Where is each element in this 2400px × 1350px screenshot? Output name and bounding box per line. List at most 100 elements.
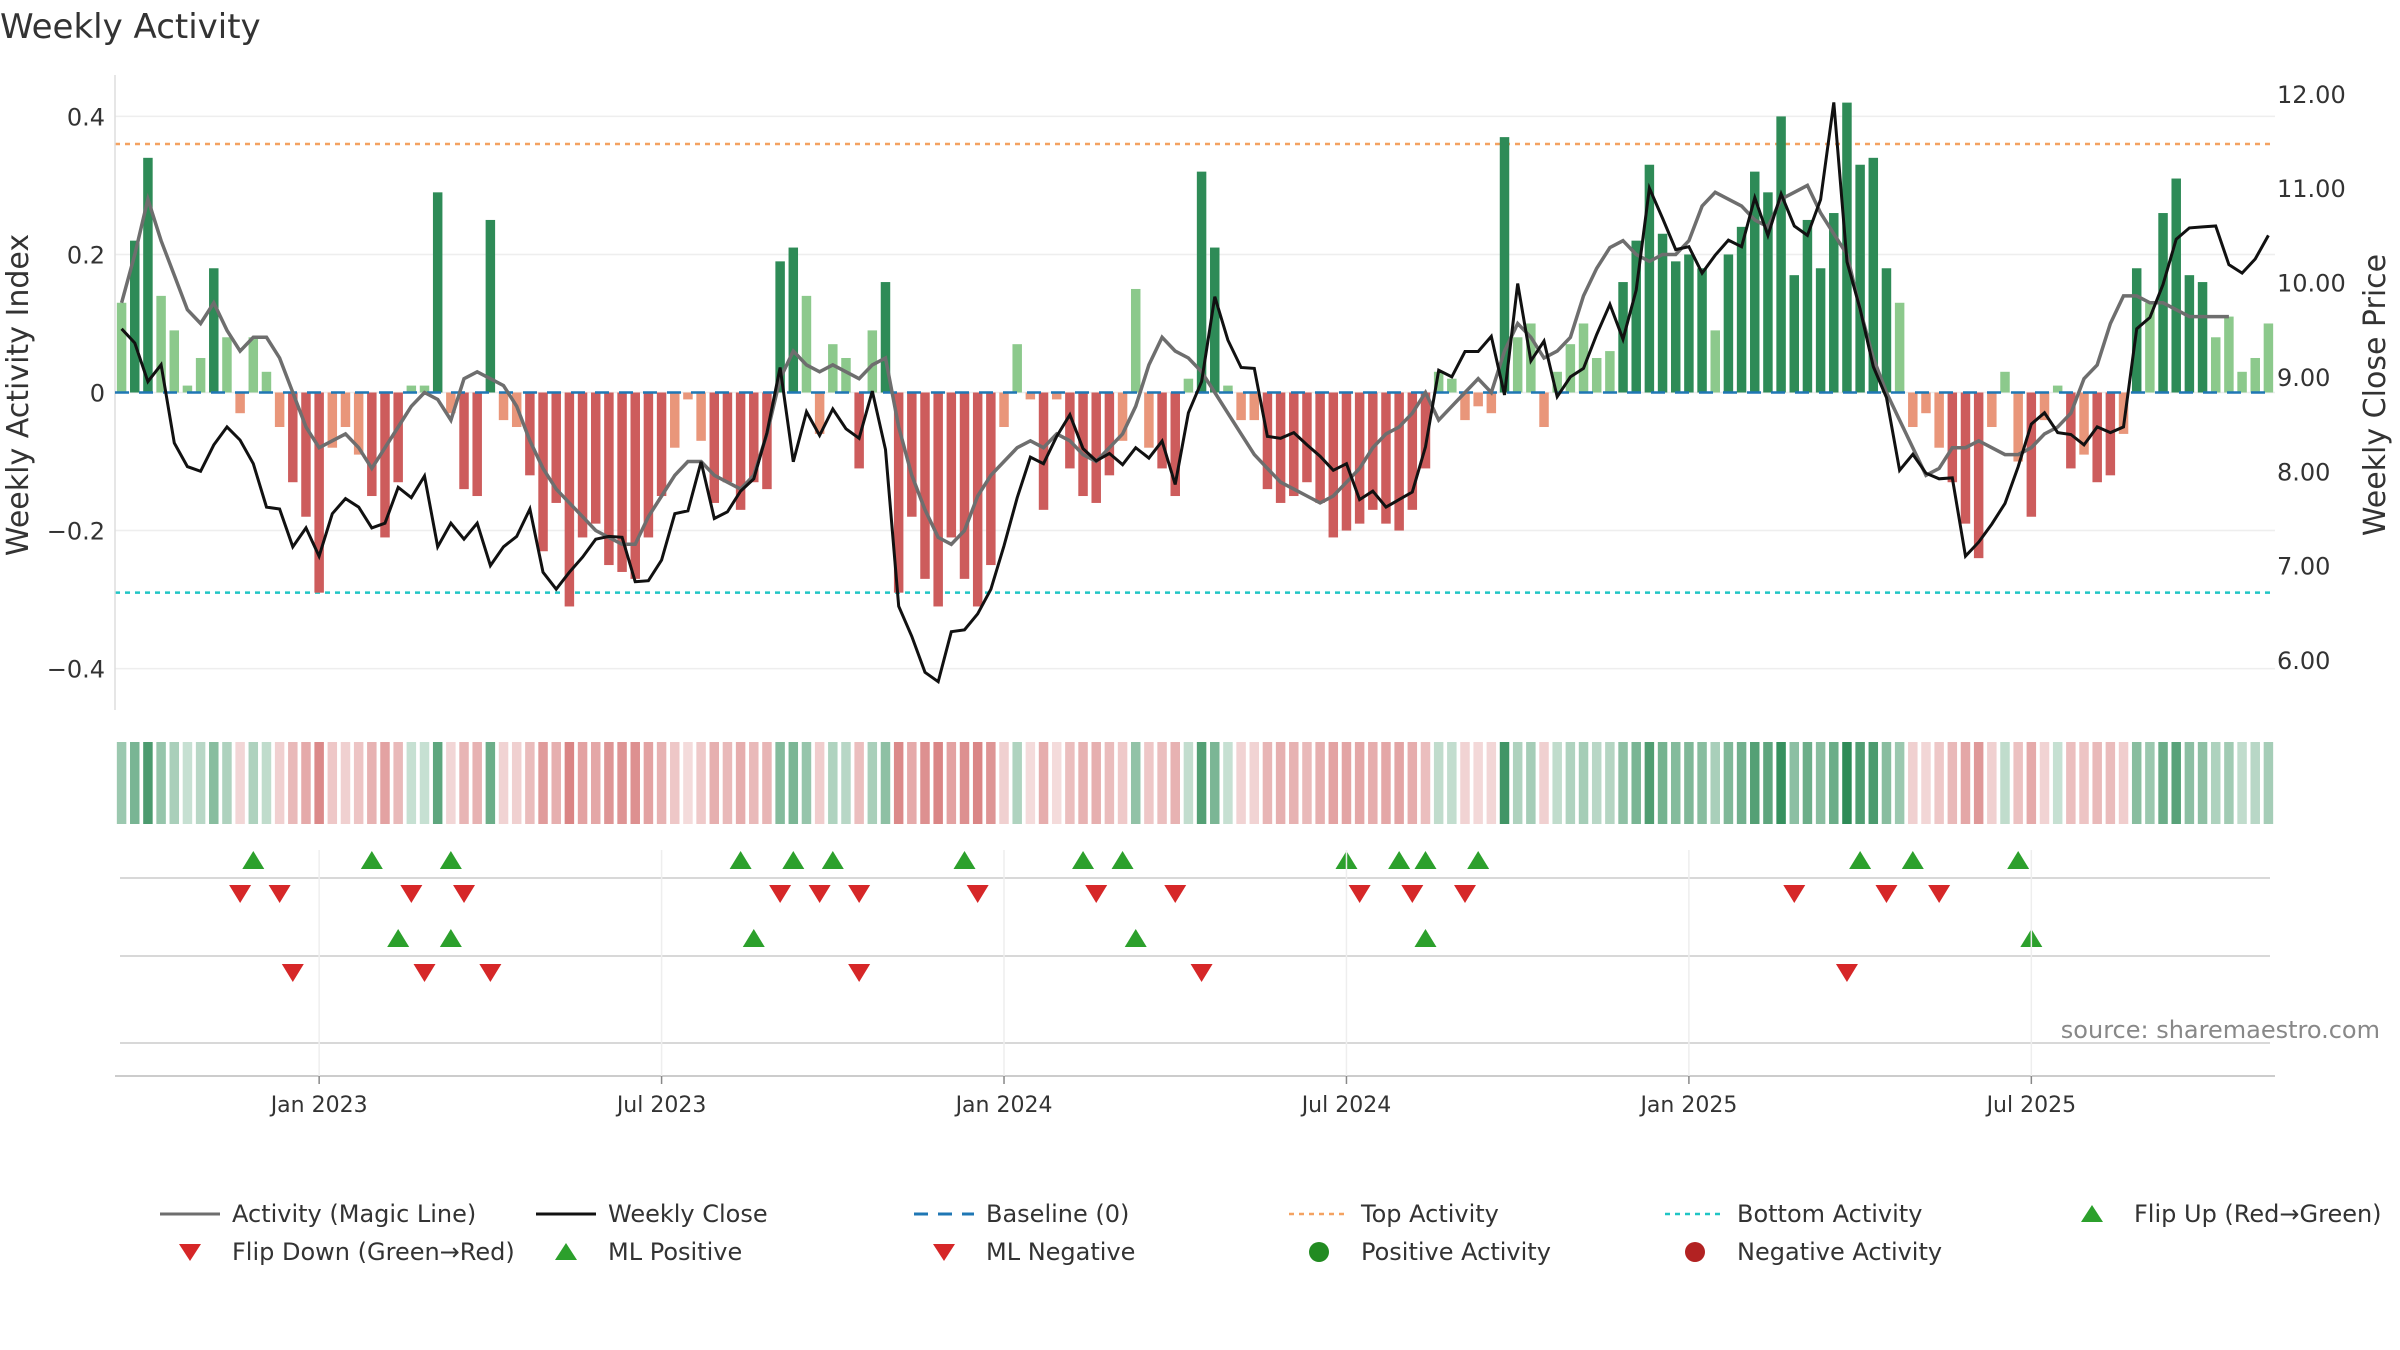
x-axis-ticks: Jan 2023 Jul 2023 Jan 2024 Jul 2024 Jan 2025… [269, 850, 2076, 1118]
activity-bar [1025, 392, 1036, 400]
heat-cell [1578, 742, 1589, 824]
activity-bar [340, 392, 351, 428]
heat-cell [301, 742, 311, 824]
legend-negative-activity: Negative Activity [1665, 1238, 1942, 1266]
legend-label: Flip Down (Green→Red) [232, 1238, 515, 1266]
activity-bar [2079, 392, 2089, 455]
x-tick-label: Jan 2023 [269, 1093, 368, 1118]
legend-top-activity: Top Activity [1289, 1200, 1499, 1228]
activity-bar [1591, 357, 1602, 393]
activity-bar [1012, 344, 1022, 393]
flip-up-marker [2007, 851, 2030, 869]
heat-cell [1394, 742, 1404, 824]
activity-bar [1236, 392, 1246, 421]
activity-bar [1341, 392, 1352, 531]
activity-bar [1512, 337, 1523, 393]
heat-cell [538, 742, 548, 824]
heat-cell [156, 742, 166, 824]
ml-positive-marker [439, 929, 462, 947]
source-note: source: sharemaestro.com [2061, 1016, 2380, 1044]
x-tick-label: Jul 2024 [1300, 1093, 1392, 1118]
heat-cell [2197, 742, 2208, 824]
activity-bar [1249, 392, 1260, 421]
legend-label: ML Positive [608, 1238, 743, 1266]
legend-label: Positive Activity [1361, 1238, 1551, 1266]
activity-bar [1789, 275, 1800, 393]
heat-cell [2145, 742, 2155, 824]
heat-cell [288, 742, 298, 824]
heat-cell [235, 742, 245, 824]
heat-cell [775, 742, 785, 824]
activity-bar [2092, 392, 2102, 483]
activity-bar [1157, 392, 1167, 469]
heat-cell [1684, 742, 1694, 824]
activity-bar [1934, 392, 1944, 448]
heat-cell [1829, 742, 1839, 824]
legend-swatch [536, 1202, 596, 1226]
activity-bar [2224, 316, 2234, 393]
heat-cell [1025, 742, 1036, 824]
activity-bar [1960, 392, 1971, 524]
activity-bar [169, 330, 180, 393]
activity-bar [959, 392, 970, 579]
activity-bar [498, 392, 509, 421]
activity-bar [116, 302, 127, 393]
activity-bar [156, 295, 166, 393]
legend-swatch [536, 1240, 596, 1264]
activity-bar [1539, 392, 1549, 428]
heat-cell [1012, 742, 1022, 824]
heat-cell [1670, 742, 1681, 824]
activity-bar [1262, 392, 1273, 490]
activity-bar [419, 385, 430, 393]
ml-negative-marker [281, 964, 304, 982]
heat-cell [1302, 742, 1312, 824]
y2-tick-label: 12.00 [2277, 81, 2346, 109]
heat-cell [498, 742, 509, 824]
activity-bar [406, 385, 417, 393]
activity-bar [1552, 371, 1562, 393]
activity-bar [841, 357, 851, 393]
activity-bar [2184, 275, 2195, 393]
heat-cell [1275, 742, 1286, 824]
heat-cell [1420, 742, 1431, 824]
activity-bar [1315, 392, 1325, 503]
activity-bar [1210, 247, 1220, 393]
activity-bar [946, 392, 957, 538]
activity-bar [1670, 261, 1681, 393]
y2-tick-label: 8.00 [2277, 458, 2330, 486]
y2-tick-label: 7.00 [2277, 553, 2330, 581]
legend-label: Top Activity [1361, 1200, 1499, 1228]
legend-magic-line: Activity (Magic Line) [160, 1200, 476, 1228]
activity-bar [2013, 392, 2023, 462]
heat-cell [248, 742, 259, 824]
ml-positive-marker [387, 929, 410, 947]
legend-swatch [1289, 1202, 1349, 1226]
activity-bar [1644, 164, 1655, 393]
heat-cell [222, 742, 232, 824]
heat-cell [195, 742, 206, 824]
heat-cell [1157, 742, 1167, 824]
activity-bar [288, 392, 298, 483]
flip-markers [115, 851, 2275, 1077]
heat-cell [1433, 742, 1444, 824]
legend-bottom-activity: Bottom Activity [1665, 1200, 1922, 1228]
activity-bars [116, 102, 2274, 607]
flip-up-marker [1072, 851, 1095, 869]
activity-bar [643, 392, 654, 538]
heat-cell [2105, 742, 2116, 824]
legend-swatch [1665, 1240, 1725, 1264]
heat-cell [1921, 742, 1931, 824]
legend-swatch [1665, 1202, 1725, 1226]
activity-bar [485, 219, 496, 393]
activity-bar [1130, 288, 1141, 393]
heat-cell [2092, 742, 2102, 824]
activity-bar [854, 392, 864, 469]
heat-cell [116, 742, 127, 824]
activity-bar [130, 240, 140, 393]
heat-cell [1987, 742, 1997, 824]
legend-flip-up: Flip Up (Red→Green) [2062, 1200, 2382, 1228]
heat-cell [130, 742, 140, 824]
activity-bar [472, 392, 482, 497]
activity-bar [1723, 254, 1734, 393]
heat-cell [1368, 742, 1378, 824]
